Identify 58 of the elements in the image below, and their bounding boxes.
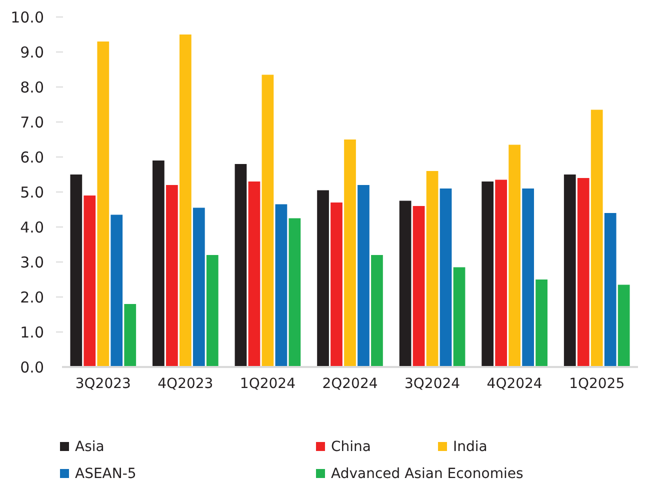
x-tick-label: 1Q2024: [240, 376, 296, 392]
bar: [604, 213, 616, 367]
legend-label: Asia: [75, 438, 104, 455]
bar: [166, 185, 178, 367]
bar: [317, 190, 329, 367]
legend-label: China: [331, 438, 371, 455]
y-tick-label: 0.0: [20, 358, 44, 376]
bar: [248, 182, 260, 367]
y-tick-label: 6.0: [20, 148, 44, 166]
x-tick-label: 3Q2023: [75, 376, 131, 392]
bar: [110, 214, 123, 367]
bar: [371, 255, 383, 367]
bar: [262, 74, 274, 367]
bar: [590, 110, 603, 367]
x-tick-label: 1Q2025: [569, 376, 625, 392]
bar: [399, 200, 412, 367]
bar: [124, 304, 136, 367]
bar: [508, 144, 521, 367]
x-tick-label: 2Q2024: [322, 376, 378, 392]
bar: [344, 140, 356, 367]
bar: [97, 42, 110, 367]
bar: [564, 174, 576, 367]
bar: [358, 185, 370, 367]
y-tick-label: 3.0: [20, 253, 44, 272]
bar: [275, 204, 288, 367]
legend-label: India: [453, 438, 488, 455]
y-tick-label: 5.0: [20, 183, 44, 202]
bar: [412, 206, 425, 367]
bar: [426, 171, 438, 367]
bar: [206, 255, 218, 367]
legend-label: Advanced Asian Economies: [331, 466, 524, 481]
bar: [618, 284, 630, 367]
bar: [152, 160, 164, 367]
bar: [536, 280, 548, 367]
y-tick-label: 10.0: [10, 8, 44, 26]
bar: [522, 188, 534, 367]
bar: [70, 174, 82, 367]
y-tick-label: 2.0: [20, 288, 44, 306]
bar: [179, 34, 192, 367]
x-tick-label: 4Q2024: [486, 376, 542, 392]
bar: [84, 196, 96, 367]
y-tick-label: 1.0: [20, 323, 44, 342]
x-tick-label: 4Q2023: [158, 376, 214, 392]
y-tick-label: 4.0: [20, 218, 44, 236]
bar: [440, 188, 452, 367]
bar: [330, 202, 342, 367]
y-tick-label: 7.0: [20, 113, 44, 132]
legend-label: ASEAN-5: [75, 466, 136, 481]
bar: [577, 178, 590, 367]
y-tick-label: 8.0: [20, 78, 44, 96]
bar: [482, 182, 494, 367]
bar: [192, 208, 205, 367]
y-tick-label: 9.0: [20, 43, 44, 62]
bar: [288, 218, 301, 367]
x-tick-label: 3Q2024: [404, 376, 460, 392]
bar: [495, 180, 508, 367]
bar: [453, 267, 466, 367]
bar: [234, 164, 247, 367]
